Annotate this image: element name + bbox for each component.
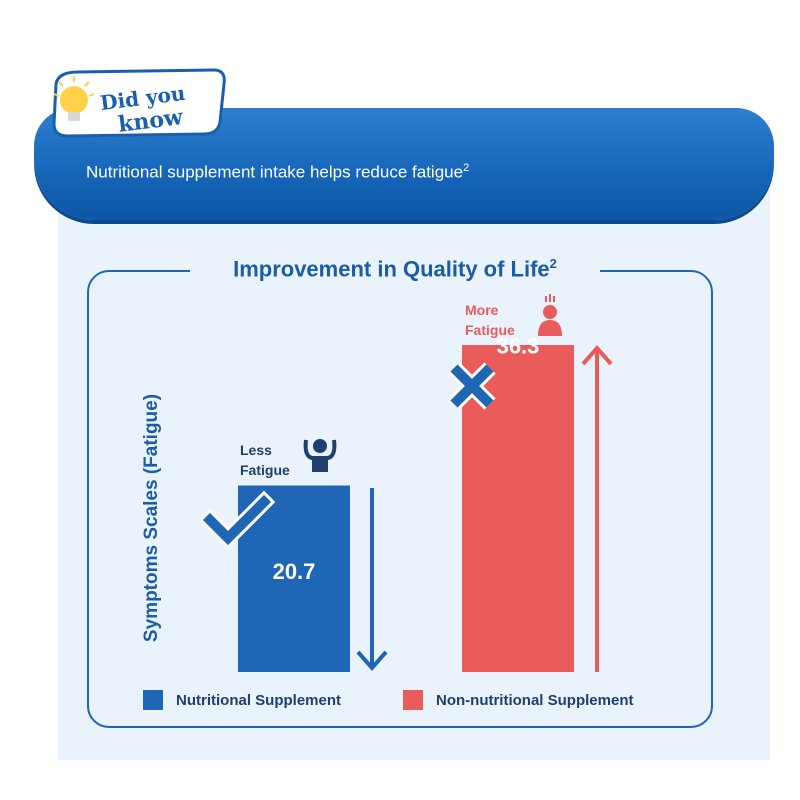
down-arrow-head [356, 650, 388, 672]
less-fatigue-annotation: Less Fatigue [240, 440, 290, 480]
check-icon [202, 494, 272, 546]
value-label-nutritional: 20.7 [273, 559, 316, 584]
less-fatigue-line-1: Less [240, 442, 272, 458]
cross-icon [450, 364, 494, 408]
lightbulb-icon [53, 76, 95, 121]
tired-person-body [538, 320, 562, 336]
legend-swatch-nutritional [143, 690, 163, 710]
banner-footnote-ref: 2 [463, 162, 470, 174]
more-fatigue-line-2: Fatigue [465, 322, 515, 338]
banner-text: Nutritional supplement intake helps redu… [86, 162, 470, 182]
strong-person-body [312, 456, 328, 472]
value-label-non-nutritional: 36.3 [497, 334, 540, 359]
legend-label-non-nutritional: Non-nutritional Supplement [436, 692, 634, 709]
less-fatigue-line-2: Fatigue [240, 462, 290, 478]
content-card [58, 120, 770, 760]
legend-label-nutritional: Nutritional Supplement [176, 692, 341, 709]
legend-swatch-non-nutritional [403, 690, 423, 710]
up-arrow-head [581, 344, 613, 366]
more-fatigue-line-1: More [465, 302, 499, 318]
tired-person-icon [543, 305, 557, 319]
strong-person-icon [313, 439, 327, 453]
did-you-know-badge [52, 68, 226, 138]
more-fatigue-annotation: More Fatigue [465, 300, 515, 340]
chart-title: Improvement in Quality of Life2 [190, 256, 600, 284]
chart-title-footnote-ref: 2 [549, 256, 557, 271]
